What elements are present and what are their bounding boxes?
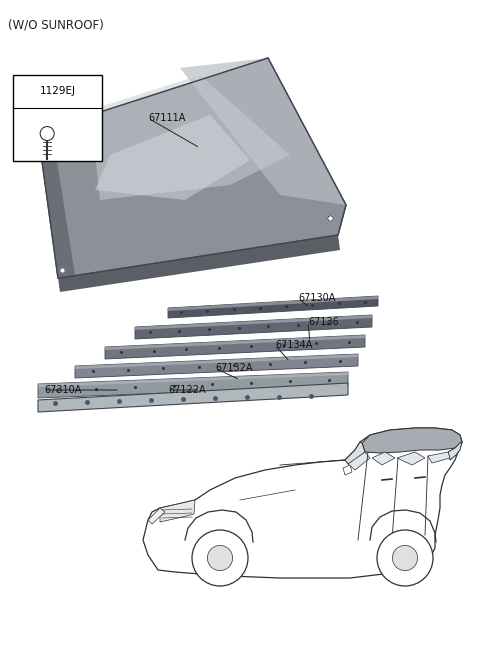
Polygon shape	[448, 442, 462, 460]
Polygon shape	[372, 452, 395, 465]
Text: 67134A: 67134A	[275, 340, 312, 350]
Polygon shape	[75, 354, 358, 369]
Text: 67122A: 67122A	[168, 385, 205, 395]
Text: 67111A: 67111A	[148, 113, 185, 123]
Polygon shape	[428, 452, 450, 463]
Polygon shape	[343, 465, 352, 475]
Polygon shape	[105, 335, 365, 350]
Polygon shape	[95, 115, 250, 200]
Polygon shape	[38, 372, 348, 387]
Polygon shape	[362, 428, 462, 453]
Polygon shape	[58, 235, 340, 292]
Text: 1129EJ: 1129EJ	[40, 86, 76, 96]
Polygon shape	[38, 372, 348, 398]
Text: (W/O SUNROOF): (W/O SUNROOF)	[8, 18, 104, 31]
Polygon shape	[397, 452, 425, 465]
Polygon shape	[105, 335, 365, 359]
Polygon shape	[38, 58, 346, 278]
Text: 67130A: 67130A	[298, 293, 336, 303]
Text: 67136: 67136	[308, 317, 339, 327]
Bar	[13, 75, 102, 161]
Circle shape	[377, 530, 433, 586]
Text: 67310A: 67310A	[44, 385, 82, 395]
Polygon shape	[135, 315, 372, 339]
Polygon shape	[168, 296, 378, 318]
Polygon shape	[90, 75, 290, 200]
Circle shape	[207, 545, 233, 571]
Polygon shape	[38, 130, 75, 278]
Polygon shape	[348, 452, 370, 470]
Polygon shape	[75, 354, 358, 378]
Polygon shape	[135, 315, 372, 330]
Polygon shape	[168, 296, 378, 311]
Polygon shape	[345, 442, 365, 464]
Circle shape	[392, 545, 418, 571]
Polygon shape	[148, 508, 165, 524]
Polygon shape	[143, 428, 462, 578]
Text: 67132A: 67132A	[215, 363, 252, 373]
Polygon shape	[160, 500, 195, 522]
Polygon shape	[180, 58, 346, 205]
Circle shape	[192, 530, 248, 586]
Polygon shape	[38, 383, 348, 412]
